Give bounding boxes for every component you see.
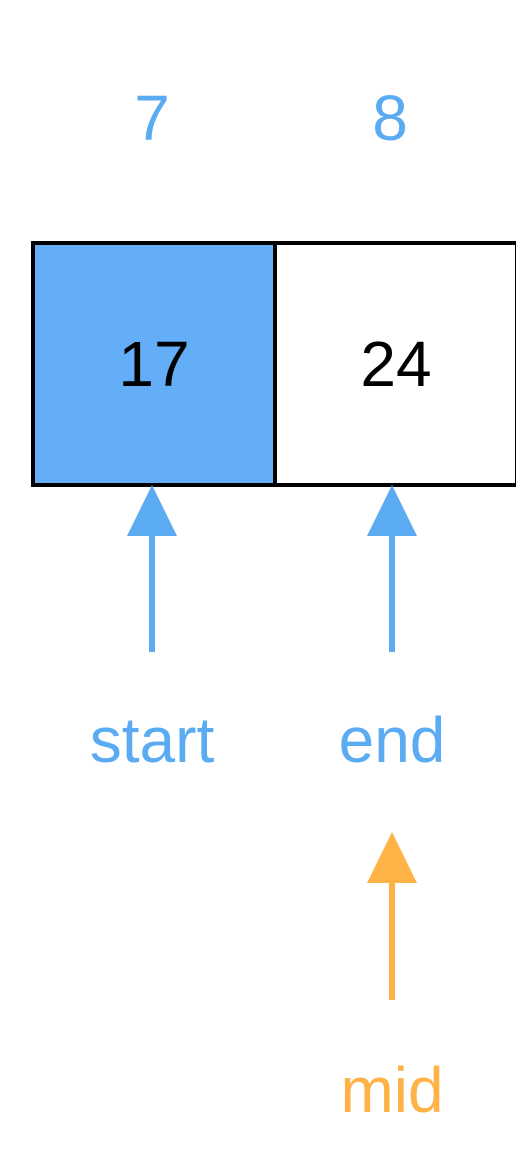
array-index-label: 7	[134, 82, 170, 154]
mid-pointer-arrow-icon	[367, 832, 417, 1000]
array-cell-value: 24	[360, 328, 432, 400]
start-pointer-arrow-icon	[127, 485, 177, 652]
start-pointer-label: start	[89, 704, 215, 776]
array-cell: 17	[31, 241, 277, 487]
array-index-label: 8	[372, 82, 408, 154]
array-cell: 24	[273, 241, 516, 487]
mid-pointer-label: mid	[340, 1054, 444, 1126]
array-cell-value: 17	[118, 328, 190, 400]
end-pointer-label: end	[338, 704, 446, 776]
end-pointer-arrow-icon	[367, 485, 417, 652]
